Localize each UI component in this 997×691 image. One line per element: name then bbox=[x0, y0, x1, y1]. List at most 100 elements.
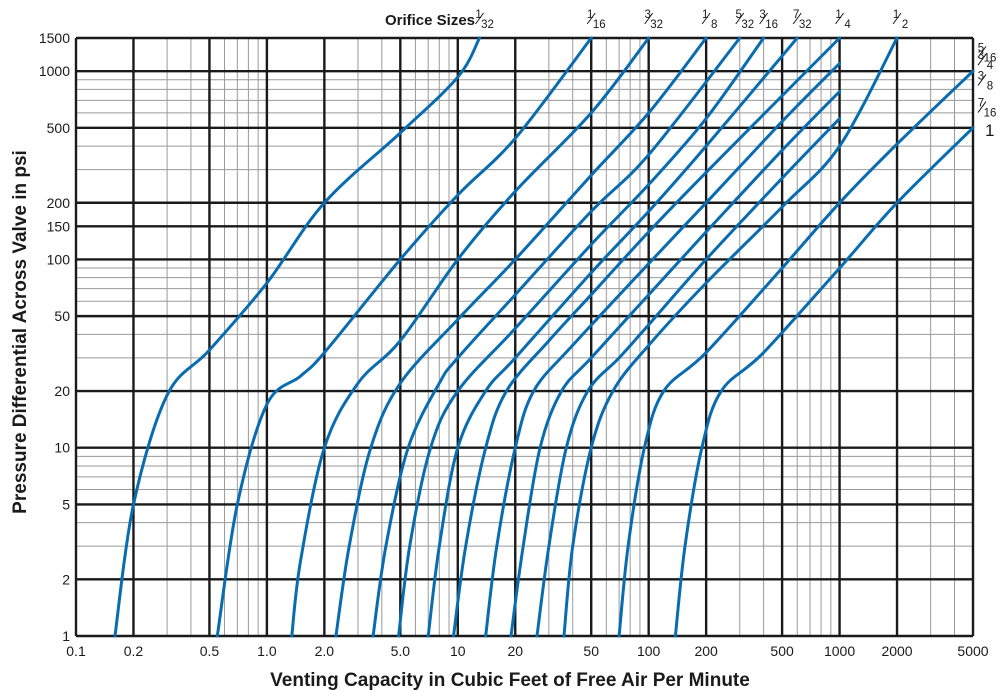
major-gridlines bbox=[74, 36, 975, 638]
orifice-label-2: 332 bbox=[644, 9, 663, 31]
x-tick-label: 50 bbox=[583, 643, 599, 659]
x-tick-label: 5.0 bbox=[391, 643, 411, 659]
y-tick-label: 5 bbox=[62, 496, 70, 512]
orifice-label-slash bbox=[977, 74, 987, 86]
y-tick-label: 10 bbox=[54, 440, 70, 456]
series-line-3 bbox=[334, 36, 708, 638]
orifice-label-denominator: 4 bbox=[844, 19, 851, 31]
series-line-2 bbox=[290, 36, 651, 638]
series-line-12 bbox=[617, 69, 975, 638]
orifice-label-slash bbox=[759, 12, 769, 25]
orifice-label-denominator: 32 bbox=[650, 19, 663, 31]
x-tick-label: 0.2 bbox=[124, 643, 144, 659]
orifice-label-9: 38 bbox=[977, 70, 993, 92]
orifice-label-12: 34 bbox=[977, 50, 994, 72]
series-line-13 bbox=[673, 126, 975, 638]
x-tick-label: 200 bbox=[694, 643, 718, 659]
series-line-8 bbox=[484, 61, 842, 638]
orifice-label-11: 12 bbox=[892, 9, 908, 31]
x-tick-label: 5000 bbox=[957, 643, 988, 659]
x-tick-label: 1000 bbox=[824, 643, 855, 659]
y-tick-label: 20 bbox=[54, 383, 70, 399]
y-tick-label: 500 bbox=[47, 120, 71, 136]
series-line-7 bbox=[452, 36, 842, 638]
series-line-9 bbox=[509, 90, 842, 638]
y-tick-label: 200 bbox=[47, 195, 71, 211]
y-tick-label: 150 bbox=[47, 218, 71, 234]
x-tick-label: 2000 bbox=[881, 643, 912, 659]
x-tick-labels: 0.1 0.2 0.5 1.0 2.0 5.0 10 20 50 100 200 500 1000 200… bbox=[66, 643, 989, 659]
orifice-label-slash bbox=[835, 12, 844, 25]
orifice-label-slash bbox=[586, 12, 596, 25]
orifice-label-1: 116 bbox=[586, 9, 606, 31]
orifice-label-slash bbox=[977, 101, 987, 113]
x-tick-label: 100 bbox=[637, 643, 661, 659]
orifice-label-denominator: 4 bbox=[987, 60, 994, 72]
orifice-label-denominator: 8 bbox=[987, 80, 993, 92]
series-line-1 bbox=[215, 36, 593, 638]
orifice-label-slash bbox=[792, 12, 802, 25]
orifice-label-numerator: 1 bbox=[835, 9, 841, 21]
series-line-0 bbox=[113, 36, 481, 638]
orifice-label-4: 532 bbox=[735, 9, 754, 31]
y-tick-label: 50 bbox=[54, 308, 70, 324]
orifice-label-slash bbox=[701, 12, 711, 25]
series-line-6 bbox=[426, 36, 799, 638]
orifice-label-7: 14 bbox=[835, 9, 851, 31]
orifice-label-slash bbox=[892, 12, 902, 25]
y-tick-labels: 1 2 5 10 20 50 100 150 200 500 1000 1500 bbox=[39, 30, 70, 644]
x-tick-label: 10 bbox=[450, 643, 466, 659]
x-axis-title: Venting Capacity in Cubic Feet of Free A… bbox=[270, 670, 750, 691]
orifice-label-numerator: 1 bbox=[702, 9, 708, 21]
orifice-label-3: 18 bbox=[701, 9, 717, 31]
orifice-label-numerator: 3 bbox=[978, 50, 984, 62]
orifice-label-6: 732 bbox=[792, 9, 812, 31]
y-tick-label: 1500 bbox=[39, 30, 70, 46]
orifice-label-denominator: 32 bbox=[741, 19, 754, 31]
orifice-label-slash bbox=[644, 12, 654, 25]
orifice-label-denominator: 16 bbox=[593, 19, 606, 31]
orifice-label-numerator: 5 bbox=[978, 42, 984, 54]
orifice-label-numerator: 5 bbox=[736, 9, 742, 21]
series-line-10 bbox=[535, 117, 842, 638]
orifice-label-denominator: 16 bbox=[765, 19, 778, 31]
orifice-label-denominator: 16 bbox=[984, 52, 997, 64]
orifice-label-slash bbox=[475, 12, 484, 25]
series-line-4 bbox=[371, 36, 742, 638]
orifice-label-slash bbox=[735, 12, 745, 25]
orifice-label-10: 716 bbox=[977, 98, 997, 120]
x-tick-label: 20 bbox=[507, 643, 523, 659]
orifice-label-whole: 1 bbox=[985, 121, 994, 140]
x-tick-label: 500 bbox=[770, 643, 794, 659]
orifice-label-numerator: 3 bbox=[644, 9, 650, 21]
orifice-label-numerator: 3 bbox=[759, 9, 765, 21]
x-tick-label: 0.5 bbox=[200, 643, 220, 659]
series-line-11 bbox=[562, 36, 899, 638]
orifice-label-slash bbox=[977, 46, 987, 58]
y-axis-title: Pressure Differential Across Valve in ps… bbox=[10, 150, 31, 514]
orifice-label-numerator: 3 bbox=[978, 70, 984, 82]
orifice-label-denominator: 32 bbox=[799, 19, 812, 31]
y-tick-label: 1 bbox=[62, 628, 70, 644]
orifice-label-slash bbox=[977, 53, 987, 66]
y-tick-label: 1000 bbox=[39, 63, 70, 79]
orifice-label-0: 132 bbox=[475, 9, 494, 31]
orifice-label-denominator: 16 bbox=[984, 108, 997, 120]
x-tick-label: 0.1 bbox=[66, 643, 86, 659]
orifice-label-numerator: 1 bbox=[475, 9, 481, 21]
series-layer bbox=[113, 36, 975, 638]
orifice-label-numerator: 1 bbox=[893, 9, 899, 21]
orifice-label-denominator: 8 bbox=[711, 19, 717, 31]
orifice-label-denominator: 32 bbox=[481, 19, 494, 31]
series-line-5 bbox=[397, 36, 766, 638]
orifice-label-denominator: 2 bbox=[902, 19, 908, 31]
orifice-label-13: 1 bbox=[985, 121, 994, 140]
orifice-label-8: 516 bbox=[977, 42, 997, 64]
orifice-sizes-header: Orifice Sizes bbox=[385, 12, 475, 29]
y-tick-label: 2 bbox=[62, 571, 70, 587]
x-tick-label: 2.0 bbox=[315, 643, 335, 659]
orifice-label-numerator: 7 bbox=[793, 9, 799, 21]
orifice-label-numerator: 7 bbox=[978, 98, 984, 110]
